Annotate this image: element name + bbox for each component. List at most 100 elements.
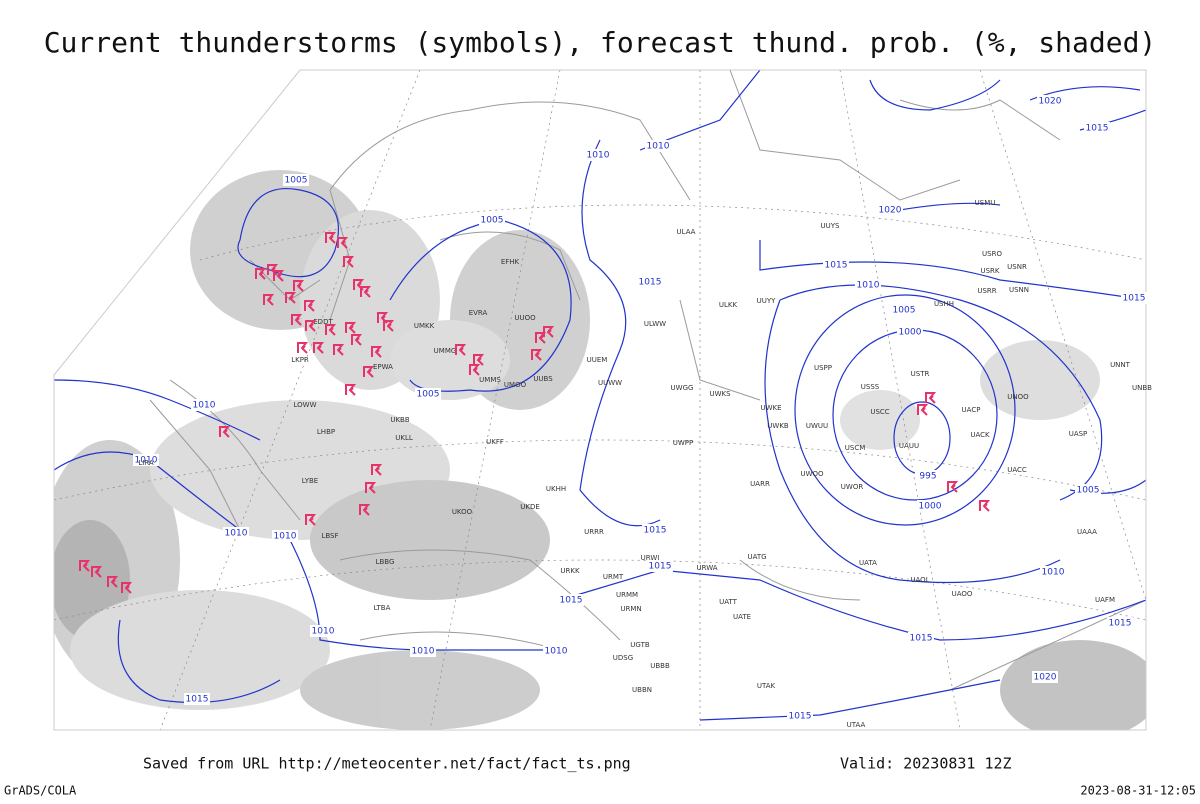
station-label: UKHH <box>546 485 566 493</box>
station-label: USRK <box>980 267 999 275</box>
station-label: UKLL <box>395 434 413 442</box>
station-label: UBBB <box>650 662 670 670</box>
station-label: USTR <box>911 370 930 378</box>
station-label: LBBG <box>376 558 395 566</box>
station-label: UWPP <box>673 439 694 447</box>
isobar-label-bg <box>1121 292 1147 304</box>
isobar-label: 1005 <box>1077 486 1100 496</box>
isobar-label: 1020 <box>1034 673 1057 683</box>
thunderstorm-symbol <box>305 514 317 526</box>
isobar-label: 1010 <box>647 142 670 152</box>
thunderstorm-symbol <box>297 342 309 354</box>
isobar-label: 1005 <box>893 306 916 316</box>
station-label: UUYY <box>757 297 777 305</box>
station-label: EPWA <box>373 363 393 371</box>
isobar-label: 1010 <box>1042 568 1065 578</box>
isobar-label-bg <box>647 560 673 572</box>
coastlines <box>149 70 1146 691</box>
station-label: URMT <box>603 573 624 581</box>
station-label: USRO <box>982 250 1002 258</box>
isobar-label-bg <box>877 204 903 216</box>
station-label: EFHK <box>501 258 520 266</box>
isobar-label-bg <box>479 214 505 226</box>
station-label: UNBB <box>1132 384 1152 392</box>
station-label: ULKK <box>719 301 738 309</box>
station-label: USNN <box>1009 286 1029 294</box>
labels: 1005 1005 1010 1010 1015 1015 1015 1010 1005 1000… <box>133 95 1152 729</box>
station-label: UKBB <box>390 416 410 424</box>
station-label: UTAK <box>757 682 776 690</box>
thunderstorm-symbol <box>363 366 375 378</box>
isobar-label: 1015 <box>644 526 667 536</box>
station-label: USSS <box>861 383 880 391</box>
station-label: UUYS <box>821 222 841 230</box>
thunderstorm-symbol <box>351 334 363 346</box>
software: GrADS/COLA <box>4 784 77 798</box>
isobar-label-bg <box>897 326 923 338</box>
thunderstorm-symbol <box>313 342 325 354</box>
station-label: USCM <box>845 444 866 452</box>
isobar-label: 1010 <box>587 151 610 161</box>
station-label: UATA <box>859 559 877 567</box>
station-label: UNOO <box>1007 393 1029 401</box>
station-label: UATE <box>733 613 751 621</box>
isobar-label-bg <box>133 454 159 466</box>
isobar-label: 1010 <box>225 529 248 539</box>
thunderstorm-symbol <box>359 504 371 516</box>
isobar-label: 1010 <box>274 532 297 542</box>
station-label: URWA <box>696 564 717 572</box>
isobar-label: 1015 <box>186 695 209 705</box>
thunderstorm-symbol <box>947 481 959 493</box>
isobar-label: 1000 <box>919 502 942 512</box>
station-label: UDSG <box>613 654 633 662</box>
thunderstorm-symbol <box>107 576 119 588</box>
isobar-label: 1015 <box>825 261 848 271</box>
thunderstorm-symbol <box>455 344 467 356</box>
station-label: UWOO <box>800 470 824 478</box>
thunderstorm-symbol <box>473 354 485 366</box>
station-label: UACC <box>1007 466 1027 474</box>
isobar-label: 995 <box>919 472 936 482</box>
isobar-label: 1015 <box>789 712 812 722</box>
station-label: URWI <box>641 554 660 562</box>
isobar-label: 1010 <box>135 456 158 466</box>
thunderstorm-symbol <box>285 292 297 304</box>
isobar-label-bg <box>272 530 298 542</box>
station-label: UAOO <box>952 590 973 598</box>
thunderstorm-symbol <box>925 392 937 404</box>
isobar-label-bg <box>1084 122 1110 134</box>
storm-symbols <box>79 232 991 594</box>
station-label: UMMS <box>479 376 501 384</box>
isobar-label: 1015 <box>1109 619 1132 629</box>
isobar-label: 1005 <box>417 390 440 400</box>
thunderstorm-symbol <box>543 326 555 338</box>
station-label: ULWW <box>644 320 666 328</box>
thunderstorm-symbol <box>469 364 481 376</box>
isobar-label: 1000 <box>899 328 922 338</box>
thunderstorm-symbol <box>337 237 349 249</box>
station-label: UMOO <box>504 381 527 389</box>
station-label: UUEM <box>587 356 608 364</box>
isobar-label: 1010 <box>193 401 216 411</box>
station-label: UGTB <box>630 641 650 649</box>
thunderstorm-symbol <box>345 384 357 396</box>
isobar-label-bg <box>637 276 663 288</box>
thunderstorm-symbol <box>353 279 365 291</box>
isobar-label: 1010 <box>412 647 435 657</box>
station-label: UWGG <box>671 384 694 392</box>
isobar-label: 1015 <box>910 634 933 644</box>
isobar-label-bg <box>855 279 881 291</box>
thunderstorm-symbol <box>343 256 355 268</box>
saved-url: Saved from URL http://meteocenter.net/fa… <box>143 755 631 773</box>
thunderstorm-symbol <box>979 500 991 512</box>
thunderstorm-symbol <box>531 349 543 361</box>
isobar-label-bg <box>585 149 611 161</box>
thunderstorm-symbol <box>383 320 395 332</box>
title: Current thunderstorms (symbols), forecas… <box>44 26 1157 59</box>
station-label: UACK <box>970 431 990 439</box>
isobar-label-bg <box>415 388 441 400</box>
graticule <box>54 70 1146 730</box>
station-label: LBSF <box>321 532 338 540</box>
isobar-label-bg <box>1107 617 1133 629</box>
station-label: USHH <box>934 300 954 308</box>
